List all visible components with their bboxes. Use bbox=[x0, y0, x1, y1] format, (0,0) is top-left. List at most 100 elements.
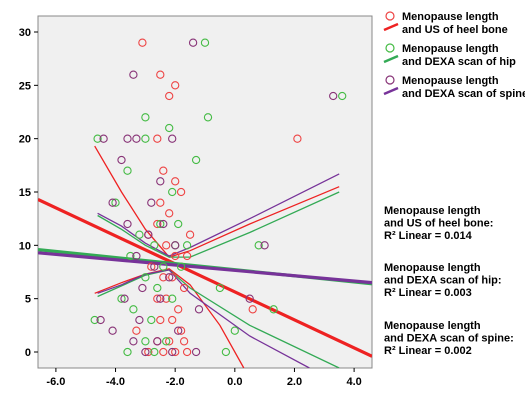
r2-annotation-line: Menopause length bbox=[384, 262, 481, 274]
data-point-series-3 bbox=[171, 241, 180, 250]
legend-line-2 bbox=[383, 54, 399, 64]
legend-label-line-2: and DEXA scan of hip bbox=[402, 56, 516, 68]
data-point-series-3 bbox=[123, 219, 132, 229]
data-point-series-2 bbox=[174, 219, 183, 229]
data-point-series-3 bbox=[147, 198, 156, 207]
data-point-series-2 bbox=[168, 294, 177, 303]
data-point-series-2 bbox=[176, 262, 186, 271]
data-point-series-1 bbox=[168, 315, 177, 325]
fit-line-1 bbox=[38, 198, 372, 358]
data-point-series-2 bbox=[141, 337, 150, 346]
data-point-series-2 bbox=[162, 337, 171, 346]
x-tick-label: -4.0 bbox=[106, 376, 125, 388]
data-point-series-1 bbox=[162, 294, 171, 303]
data-point-series-1 bbox=[174, 305, 183, 314]
data-point-series-3 bbox=[156, 294, 165, 303]
data-point-series-2 bbox=[123, 166, 132, 175]
data-point-series-1 bbox=[156, 70, 165, 79]
data-point-series-2 bbox=[153, 283, 162, 293]
data-point-series-3 bbox=[129, 70, 138, 79]
data-point-series-1 bbox=[162, 241, 171, 250]
data-point-series-3 bbox=[329, 91, 338, 101]
data-point-series-3 bbox=[120, 294, 129, 303]
data-point-series-3 bbox=[108, 198, 117, 207]
data-point-series-1 bbox=[144, 347, 153, 357]
data-point-series-1 bbox=[153, 134, 162, 143]
r2-annotation-line: R² Linear = 0.003 bbox=[384, 287, 472, 299]
legend-marker-2 bbox=[385, 43, 395, 53]
data-point-series-1 bbox=[132, 326, 141, 335]
data-point-series-3 bbox=[138, 283, 147, 293]
data-point-series-3 bbox=[194, 305, 204, 314]
data-point-series-3 bbox=[153, 337, 162, 346]
data-point-series-1 bbox=[153, 219, 162, 229]
data-point-series-1 bbox=[156, 315, 165, 325]
fit-line-3 bbox=[38, 251, 372, 285]
data-point-series-2 bbox=[135, 230, 144, 239]
data-point-series-2 bbox=[221, 347, 231, 357]
data-point-series-1 bbox=[147, 262, 156, 271]
data-point-series-2 bbox=[93, 134, 102, 143]
data-point-series-3 bbox=[165, 273, 174, 282]
data-point-series-2 bbox=[129, 305, 138, 314]
data-point-series-2 bbox=[141, 113, 150, 122]
legend-label-line-2: and DEXA scan of spine bbox=[402, 88, 525, 100]
legend-marker-1 bbox=[385, 11, 395, 21]
ci-lower-line-3 bbox=[97, 269, 310, 368]
data-point-series-1 bbox=[171, 347, 180, 357]
r2-annotation-line: and DEXA scan of spine: bbox=[384, 333, 514, 345]
data-point-series-2 bbox=[150, 347, 159, 357]
data-point-series-2 bbox=[156, 219, 165, 229]
plot-area bbox=[37, 15, 373, 369]
data-point-series-1 bbox=[165, 337, 174, 346]
data-point-series-2 bbox=[159, 262, 168, 271]
data-point-series-2 bbox=[168, 187, 177, 197]
y-tick-label: 20 bbox=[19, 134, 31, 146]
legend-marker-3 bbox=[385, 75, 395, 85]
data-point-series-3 bbox=[159, 219, 168, 229]
data-point-series-3 bbox=[99, 134, 108, 143]
data-point-series-3 bbox=[245, 294, 254, 303]
data-point-series-2 bbox=[182, 241, 192, 250]
data-point-series-1 bbox=[179, 337, 189, 346]
data-point-series-2 bbox=[90, 315, 99, 325]
legend: Menopause length and US of heel bone Menop… bbox=[383, 11, 525, 100]
legend-label-line-1: Menopause length bbox=[402, 75, 499, 87]
r2-annotation-line: and DEXA scan of hip: bbox=[384, 275, 502, 287]
legend-label-line-1: Menopause length bbox=[402, 43, 499, 55]
data-point-series-2 bbox=[269, 305, 278, 314]
ci-upper-line-3 bbox=[97, 173, 340, 257]
data-point-series-3 bbox=[141, 347, 150, 357]
y-tick-label: 0 bbox=[25, 347, 31, 359]
data-point-series-3 bbox=[129, 337, 138, 346]
data-point-series-1 bbox=[171, 81, 180, 90]
data-point-series-2 bbox=[200, 38, 210, 47]
data-point-series-2 bbox=[141, 134, 150, 143]
data-point-series-2 bbox=[141, 273, 150, 282]
ci-lower-line-1 bbox=[94, 268, 245, 368]
data-point-series-3 bbox=[108, 326, 117, 335]
data-point-series-3 bbox=[135, 315, 144, 325]
data-point-series-1 bbox=[248, 305, 257, 314]
data-point-series-3 bbox=[156, 177, 165, 186]
data-point-series-2 bbox=[123, 347, 132, 357]
data-point-series-3 bbox=[191, 347, 201, 357]
data-point-series-3 bbox=[174, 326, 183, 335]
data-point-series-2 bbox=[150, 241, 159, 250]
legend-label-line-2: and US of heel bone bbox=[402, 24, 508, 36]
data-point-series-2 bbox=[191, 155, 201, 165]
data-point-series-2 bbox=[111, 198, 120, 207]
x-tick-label: -6.0 bbox=[46, 376, 65, 388]
y-tick-label: 5 bbox=[25, 294, 31, 306]
data-point-series-2 bbox=[147, 315, 156, 325]
x-tick-label: -2.0 bbox=[166, 376, 185, 388]
data-point-series-3 bbox=[188, 38, 198, 47]
data-point-series-2 bbox=[117, 294, 126, 303]
data-point-series-1 bbox=[293, 134, 302, 143]
data-point-series-1 bbox=[182, 251, 192, 261]
data-point-series-2 bbox=[215, 283, 225, 293]
data-point-series-1 bbox=[138, 38, 147, 47]
data-point-series-1 bbox=[179, 283, 189, 293]
